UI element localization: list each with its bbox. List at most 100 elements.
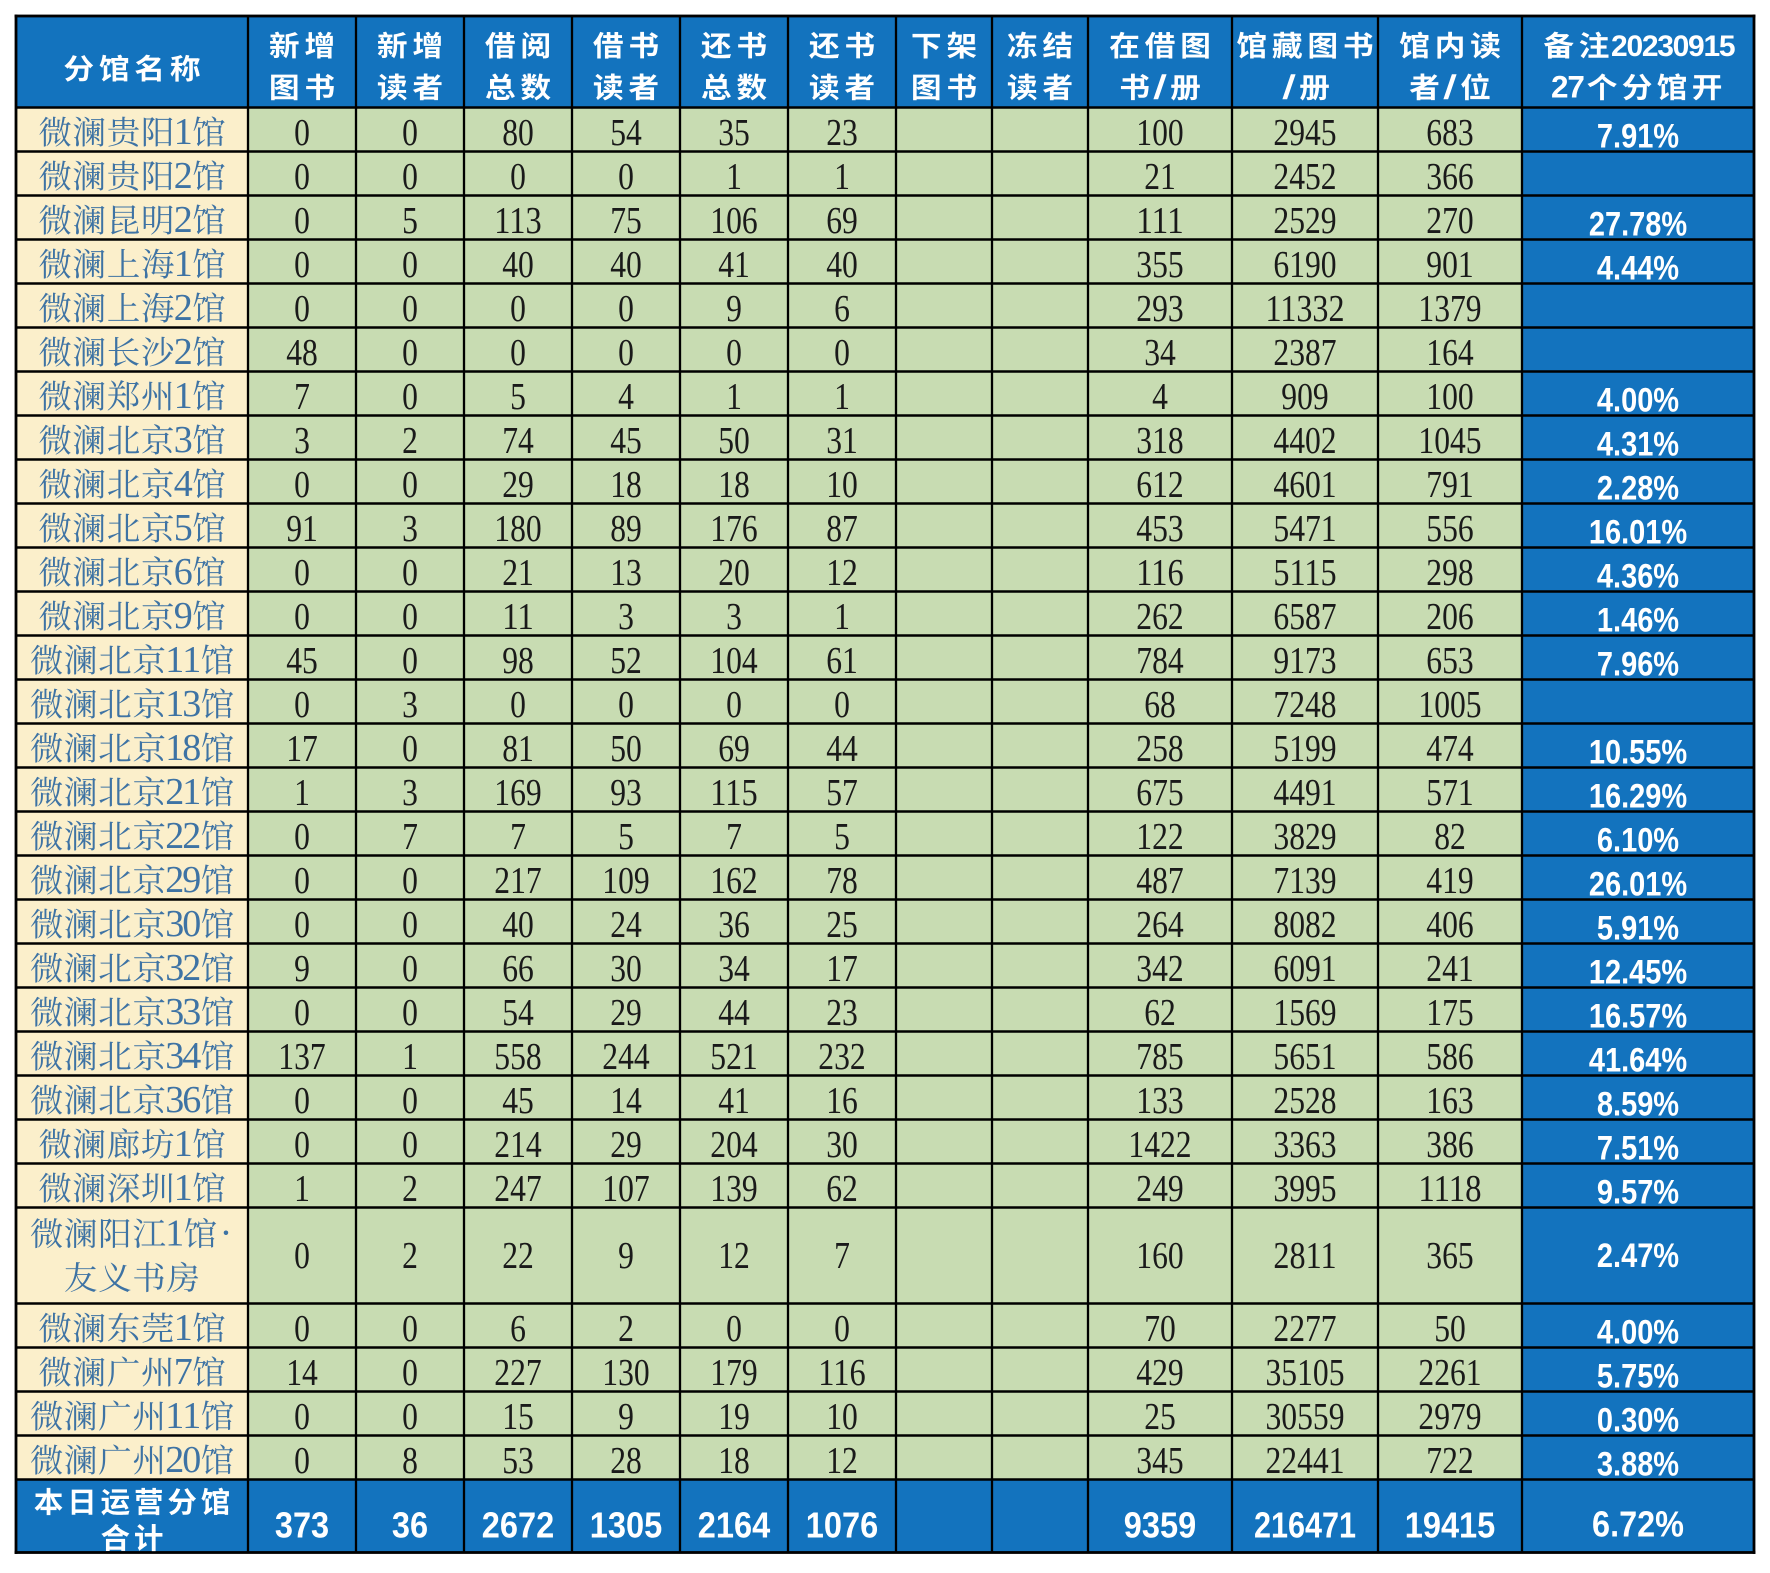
- svg-text:4.00%: 4.00%: [1597, 1314, 1679, 1352]
- svg-text:3995: 3995: [1273, 1168, 1336, 1210]
- svg-text:558: 558: [494, 1036, 541, 1078]
- svg-text:41: 41: [718, 1080, 750, 1122]
- svg-text:247: 247: [494, 1168, 541, 1210]
- svg-text:1: 1: [174, 375, 193, 417]
- svg-text:3: 3: [182, 683, 201, 725]
- svg-text:16.57%: 16.57%: [1589, 998, 1687, 1036]
- svg-text:17: 17: [826, 948, 858, 990]
- svg-text:5471: 5471: [1273, 508, 1336, 550]
- svg-text:21: 21: [502, 552, 534, 594]
- svg-text:69: 69: [826, 200, 858, 242]
- svg-text:7: 7: [294, 376, 310, 418]
- svg-text:0.30%: 0.30%: [1597, 1402, 1679, 1440]
- svg-text:87: 87: [826, 508, 858, 550]
- svg-text:91: 91: [286, 508, 318, 550]
- svg-text:29: 29: [610, 992, 642, 1034]
- svg-text:7.96%: 7.96%: [1597, 646, 1679, 684]
- svg-text:0: 0: [402, 156, 418, 198]
- svg-text:3: 3: [165, 947, 184, 989]
- svg-text:3: 3: [182, 991, 201, 1033]
- svg-text:14: 14: [610, 1080, 642, 1122]
- svg-text:0: 0: [294, 1124, 310, 1166]
- svg-text:345: 345: [1136, 1440, 1183, 1482]
- svg-text:35: 35: [718, 112, 750, 154]
- svg-text:0: 0: [294, 464, 310, 506]
- svg-text:1: 1: [165, 639, 184, 681]
- svg-text:1: 1: [174, 111, 193, 153]
- svg-text:139: 139: [710, 1168, 757, 1210]
- svg-text:0: 0: [402, 640, 418, 682]
- svg-text:0: 0: [402, 244, 418, 286]
- svg-text:0: 0: [834, 332, 850, 374]
- svg-text:9359: 9359: [1124, 1505, 1196, 1546]
- svg-text:30: 30: [610, 948, 642, 990]
- svg-text:122: 122: [1136, 816, 1183, 858]
- svg-text:722: 722: [1426, 1440, 1473, 1482]
- svg-text:8: 8: [402, 1440, 418, 1482]
- svg-text:216471: 216471: [1254, 1505, 1356, 1546]
- svg-text:9173: 9173: [1273, 640, 1336, 682]
- svg-text:1: 1: [165, 683, 184, 725]
- svg-text:44: 44: [718, 992, 750, 1034]
- svg-text:163: 163: [1426, 1080, 1473, 1122]
- svg-text:6587: 6587: [1273, 596, 1336, 638]
- svg-text:2: 2: [1642, 30, 1659, 63]
- svg-text:164: 164: [1426, 332, 1473, 374]
- svg-text:133: 133: [1136, 1080, 1183, 1122]
- svg-text:2261: 2261: [1418, 1352, 1481, 1394]
- svg-text:2945: 2945: [1273, 112, 1336, 154]
- svg-text:12: 12: [826, 552, 858, 594]
- svg-text:293: 293: [1136, 288, 1183, 330]
- svg-text:2: 2: [165, 815, 184, 857]
- svg-text:45: 45: [610, 420, 642, 462]
- svg-text:116: 116: [1136, 552, 1183, 594]
- svg-text:100: 100: [1426, 376, 1473, 418]
- svg-text:0: 0: [618, 332, 634, 374]
- svg-text:0: 0: [294, 992, 310, 1034]
- svg-text:204: 204: [710, 1124, 757, 1166]
- svg-text:137: 137: [278, 1036, 325, 1078]
- svg-text:17: 17: [286, 728, 318, 770]
- svg-text:36: 36: [718, 904, 750, 946]
- svg-text:0: 0: [182, 1439, 201, 1481]
- svg-text:107: 107: [602, 1168, 649, 1210]
- svg-text:7.51%: 7.51%: [1597, 1130, 1679, 1168]
- svg-text:0: 0: [1626, 30, 1643, 63]
- svg-text:1045: 1045: [1418, 420, 1481, 462]
- svg-text:2528: 2528: [1273, 1080, 1336, 1122]
- svg-text:82: 82: [1434, 816, 1466, 858]
- svg-text:1569: 1569: [1273, 992, 1336, 1034]
- svg-text:130: 130: [602, 1352, 649, 1394]
- svg-text:0: 0: [402, 1124, 418, 1166]
- svg-text:40: 40: [610, 244, 642, 286]
- svg-text:1: 1: [174, 1167, 193, 1209]
- svg-text:1: 1: [834, 156, 850, 198]
- svg-text:2672: 2672: [482, 1505, 554, 1546]
- svg-text:169: 169: [494, 772, 541, 814]
- svg-text:0: 0: [182, 903, 201, 945]
- svg-text:3363: 3363: [1273, 1124, 1336, 1166]
- svg-text:5: 5: [834, 816, 850, 858]
- svg-text:3: 3: [726, 596, 742, 638]
- svg-text:18: 18: [718, 464, 750, 506]
- svg-text:355: 355: [1136, 244, 1183, 286]
- svg-text:785: 785: [1136, 1036, 1183, 1078]
- svg-text:0: 0: [402, 904, 418, 946]
- svg-text:14: 14: [286, 1352, 318, 1394]
- svg-text:2164: 2164: [698, 1505, 771, 1546]
- svg-text:9: 9: [174, 595, 193, 637]
- svg-text:653: 653: [1426, 640, 1473, 682]
- svg-text:0: 0: [402, 376, 418, 418]
- svg-text:22441: 22441: [1266, 1440, 1345, 1482]
- svg-text:1005: 1005: [1418, 684, 1481, 726]
- svg-text:41.64%: 41.64%: [1589, 1042, 1687, 1080]
- svg-text:176: 176: [710, 508, 757, 550]
- svg-text:2529: 2529: [1273, 200, 1336, 242]
- svg-text:1: 1: [834, 376, 850, 418]
- svg-text:25: 25: [1144, 1396, 1176, 1438]
- svg-text:3.88%: 3.88%: [1597, 1446, 1679, 1484]
- svg-text:3: 3: [402, 684, 418, 726]
- svg-text:0: 0: [834, 684, 850, 726]
- svg-text:4: 4: [1152, 376, 1168, 418]
- svg-text:4601: 4601: [1273, 464, 1336, 506]
